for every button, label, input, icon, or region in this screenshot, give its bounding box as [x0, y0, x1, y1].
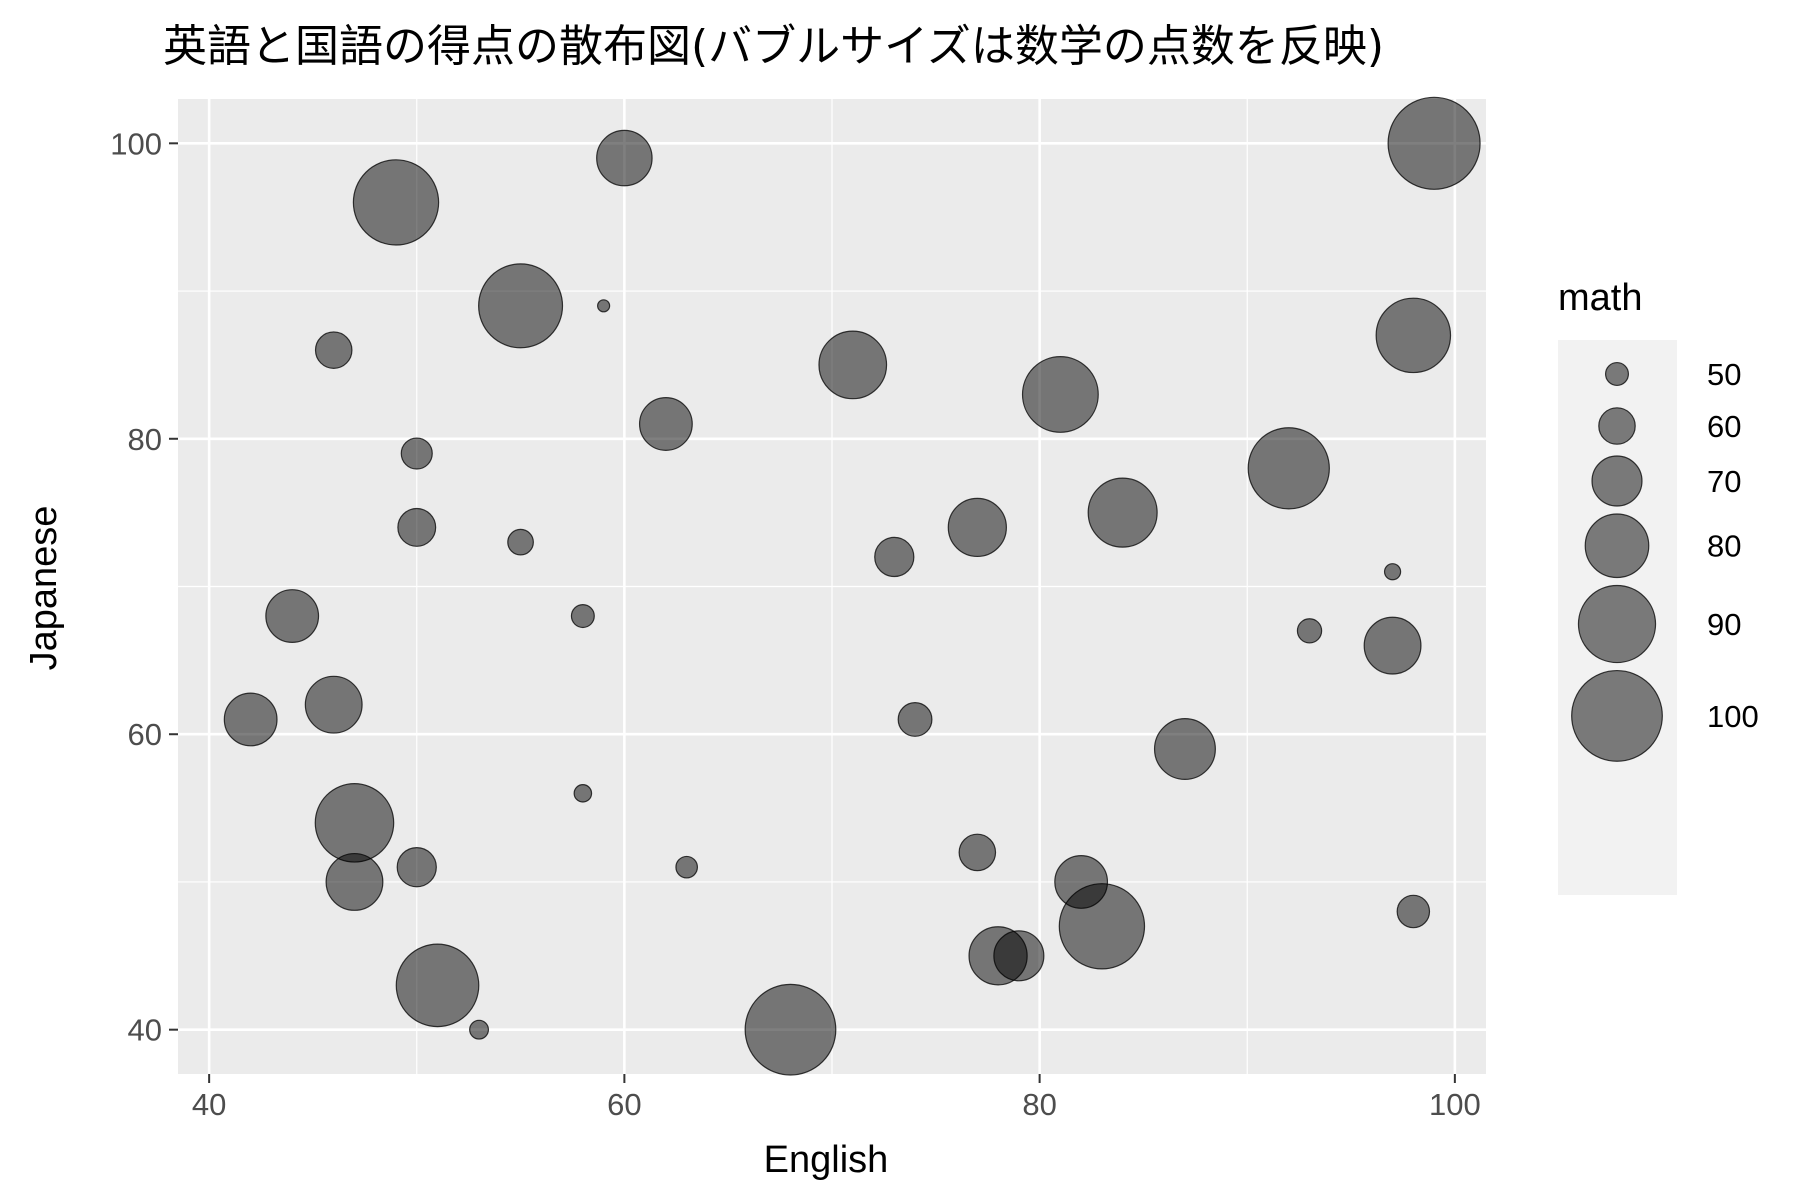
x-tick-label: 60 — [607, 1087, 641, 1122]
y-tick-label: 60 — [128, 717, 162, 752]
data-point — [947, 497, 1007, 558]
data-point — [314, 783, 395, 863]
data-point — [1247, 427, 1330, 510]
data-point — [874, 536, 915, 578]
legend-key — [1604, 361, 1630, 387]
legend-label: 60 — [1707, 409, 1741, 444]
legend-label: 70 — [1707, 464, 1741, 499]
legend-key — [1584, 513, 1650, 579]
y-axis-title: Japanese — [23, 506, 65, 671]
data-point — [469, 1019, 490, 1040]
legend-label: 50 — [1707, 357, 1741, 392]
legend-key — [1577, 584, 1657, 664]
data-point — [573, 784, 593, 803]
x-axis-title: English — [764, 1139, 889, 1181]
data-point — [596, 129, 653, 187]
data-point — [1375, 297, 1452, 374]
data-point — [638, 397, 693, 451]
x-tick-label: 40 — [192, 1087, 226, 1122]
y-tick-label: 100 — [110, 126, 162, 161]
data-point — [325, 852, 384, 911]
data-point — [993, 930, 1045, 982]
data-point — [1058, 883, 1146, 970]
legend-key — [1598, 407, 1636, 445]
data-point — [1383, 563, 1402, 581]
legend-key — [1571, 669, 1663, 762]
data-point — [1087, 477, 1158, 548]
data-point — [818, 330, 888, 400]
data-point — [397, 507, 437, 547]
data-point — [744, 983, 837, 1076]
data-point — [597, 299, 611, 313]
data-point — [265, 589, 320, 643]
data-point — [675, 855, 699, 879]
data-point — [1396, 894, 1431, 929]
legend-label: 80 — [1707, 529, 1741, 564]
data-point — [1363, 616, 1422, 675]
legend-keys: 50 60 70 80 90 100 — [1571, 357, 1759, 762]
legend-label: 90 — [1707, 607, 1741, 642]
legend-title: math — [1558, 277, 1642, 319]
data-point — [1153, 717, 1216, 781]
data-point — [223, 692, 278, 747]
data-point — [570, 604, 595, 629]
legend-label: 100 — [1707, 699, 1759, 734]
x-tick-label: 80 — [1022, 1087, 1056, 1122]
data-point — [897, 702, 933, 737]
data-point — [400, 437, 433, 470]
data-point — [478, 263, 564, 349]
y-tick-labels: 40 60 80 100 — [110, 126, 162, 1047]
y-tick-label: 40 — [128, 1013, 162, 1048]
data-point — [396, 847, 437, 888]
x-tick-labels: 40 60 80 100 — [192, 1087, 1481, 1122]
data-point — [1296, 618, 1323, 644]
x-tick-label: 100 — [1429, 1087, 1481, 1122]
data-points — [223, 96, 1481, 1076]
legend-key — [1591, 455, 1643, 507]
data-point — [314, 331, 353, 369]
data-point — [395, 943, 480, 1028]
data-point — [1021, 355, 1099, 433]
grid-minor — [178, 99, 1486, 1074]
y-tick-label: 80 — [128, 422, 162, 457]
data-point — [507, 528, 534, 556]
data-point — [1387, 96, 1481, 190]
chart-title: 英語と国語の得点の散布図(バブルサイズは数学の点数を反映) — [163, 21, 1384, 72]
data-point — [958, 833, 997, 872]
axis-ticks — [169, 142, 1456, 1083]
data-point — [352, 159, 440, 246]
data-point — [304, 675, 363, 734]
